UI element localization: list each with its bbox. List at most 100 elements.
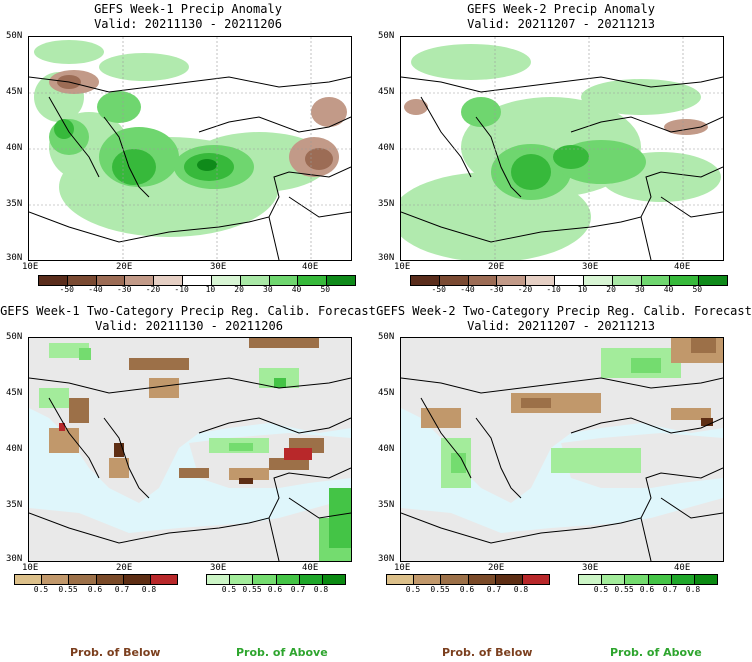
p3-above-colorbar — [206, 574, 346, 585]
colorbar-swatch — [671, 575, 695, 584]
colorbar-tick-label: -30 — [116, 285, 132, 294]
colorbar-swatch — [526, 276, 556, 285]
week2-anomaly-field — [401, 37, 723, 260]
colorbar-swatch — [641, 276, 671, 285]
colorbar-tick-label: 0.55 — [242, 585, 262, 594]
colorbar-tick-label: 0.55 — [614, 585, 634, 594]
p4-above-colorbar — [578, 574, 718, 585]
p4-below-label: Prob. of Below — [442, 646, 533, 659]
p2-lat-50: 50N — [378, 31, 395, 41]
p3-lat-30: 30N — [6, 554, 23, 564]
p4-below-colorbar — [386, 574, 550, 585]
colorbar-tick-label: -30 — [488, 285, 504, 294]
panel3-title: GEFS Week-1 Two-Category Precip Reg. Cal… — [0, 304, 376, 318]
p4-lon-10: 10E — [394, 563, 411, 573]
p1-lon-10: 10E — [22, 262, 39, 272]
colorbar-swatch — [583, 276, 613, 285]
colorbar-tick-label: 0.8 — [513, 585, 529, 594]
colorbar-tick-label: -10 — [174, 285, 189, 294]
week2-anomaly-map — [400, 36, 724, 261]
p4-lat-40: 40N — [378, 444, 395, 454]
colorbar-swatch — [67, 276, 97, 285]
p3-lat-45: 45N — [6, 388, 23, 398]
colorbar-swatch — [694, 575, 718, 584]
colorbar-tick-label: 0.8 — [141, 585, 157, 594]
colorbar-tick-label: 0.7 — [662, 585, 678, 594]
colorbar-tick-label: -50 — [431, 285, 446, 294]
p4-lat-30: 30N — [378, 554, 395, 564]
colorbar-tick-label: 0.5 — [405, 585, 421, 594]
panel1-valid: Valid: 20211130 - 20211206 — [94, 17, 282, 31]
p2-anomaly-colorbar — [410, 275, 728, 286]
colorbar-swatch — [298, 276, 328, 285]
p3-above-label: Prob. of Above — [236, 646, 328, 659]
p2-lat-40: 40N — [378, 143, 395, 153]
colorbar-tick-label: 0.8 — [685, 585, 701, 594]
p1-anomaly-colorbar — [38, 275, 356, 286]
colorbar-tick-label: -20 — [517, 285, 533, 294]
colorbar-tick-label: 10 — [205, 285, 216, 294]
p3-lon-40: 40E — [302, 563, 319, 573]
p3-lon-30: 30E — [210, 563, 227, 573]
week2-category-field — [401, 338, 723, 561]
p2-lon-10: 10E — [394, 262, 411, 272]
colorbar-tick-label: 0.7 — [114, 585, 130, 594]
panel1-title: GEFS Week-1 Precip Anomaly — [94, 2, 282, 16]
week1-category-map — [28, 337, 352, 562]
p3-lat-35: 35N — [6, 500, 23, 510]
colorbar-swatch — [154, 276, 184, 285]
colorbar-tick-label: 30 — [635, 285, 645, 294]
colorbar-swatch — [299, 575, 323, 584]
colorbar-swatch — [387, 575, 415, 584]
colorbar-swatch — [497, 276, 527, 285]
p4-above-label: Prob. of Above — [610, 646, 702, 659]
colorbar-swatch — [495, 575, 523, 584]
colorbar-swatch — [327, 276, 355, 285]
colorbar-tick-label: 0.55 — [58, 585, 78, 594]
colorbar-tick-label: -50 — [59, 285, 74, 294]
colorbar-swatch — [207, 575, 231, 584]
colorbar-swatch — [522, 575, 550, 584]
colorbar-swatch — [602, 575, 626, 584]
colorbar-tick-label: 0.55 — [430, 585, 450, 594]
colorbar-swatch — [699, 276, 727, 285]
p3-lon-20: 20E — [116, 563, 133, 573]
week1-anomaly-field — [29, 37, 351, 260]
colorbar-swatch — [468, 575, 496, 584]
p4-lon-30: 30E — [582, 563, 599, 573]
colorbar-swatch — [125, 276, 155, 285]
colorbar-swatch — [414, 575, 442, 584]
week1-category-field — [29, 338, 351, 561]
colorbar-swatch — [555, 276, 584, 285]
p1-lat-40: 40N — [6, 143, 23, 153]
p4-lon-20: 20E — [488, 563, 505, 573]
p3-below-colorbar — [14, 574, 178, 585]
colorbar-swatch — [240, 276, 270, 285]
colorbar-tick-label: -20 — [145, 285, 161, 294]
p2-lat-35: 35N — [378, 199, 395, 209]
colorbar-tick-label: 30 — [263, 285, 273, 294]
colorbar-tick-label: -40 — [460, 285, 475, 294]
colorbar-swatch — [96, 575, 124, 584]
p3-lon-10: 10E — [22, 563, 39, 573]
p1-lat-45: 45N — [6, 87, 23, 97]
colorbar-swatch — [276, 575, 300, 584]
panel3-valid: Valid: 20211130 - 20211206 — [95, 319, 283, 333]
colorbar-tick-label: 0.6 — [87, 585, 103, 594]
colorbar-tick-label: 0.7 — [486, 585, 502, 594]
p3-below-label: Prob. of Below — [70, 646, 161, 659]
p4-lat-35: 35N — [378, 500, 395, 510]
week2-category-map — [400, 337, 724, 562]
p2-lon-40: 40E — [674, 262, 691, 272]
colorbar-swatch — [439, 276, 469, 285]
colorbar-swatch — [39, 276, 68, 285]
colorbar-swatch — [15, 575, 43, 584]
p4-lat-50: 50N — [378, 332, 395, 342]
colorbar-swatch — [150, 575, 178, 584]
p2-lon-30: 30E — [582, 262, 599, 272]
colorbar-tick-label: 20 — [606, 285, 616, 294]
p4-lon-40: 40E — [674, 563, 691, 573]
p3-lat-50: 50N — [6, 332, 23, 342]
p2-lat-30: 30N — [378, 253, 395, 263]
colorbar-tick-label: 0.5 — [221, 585, 237, 594]
